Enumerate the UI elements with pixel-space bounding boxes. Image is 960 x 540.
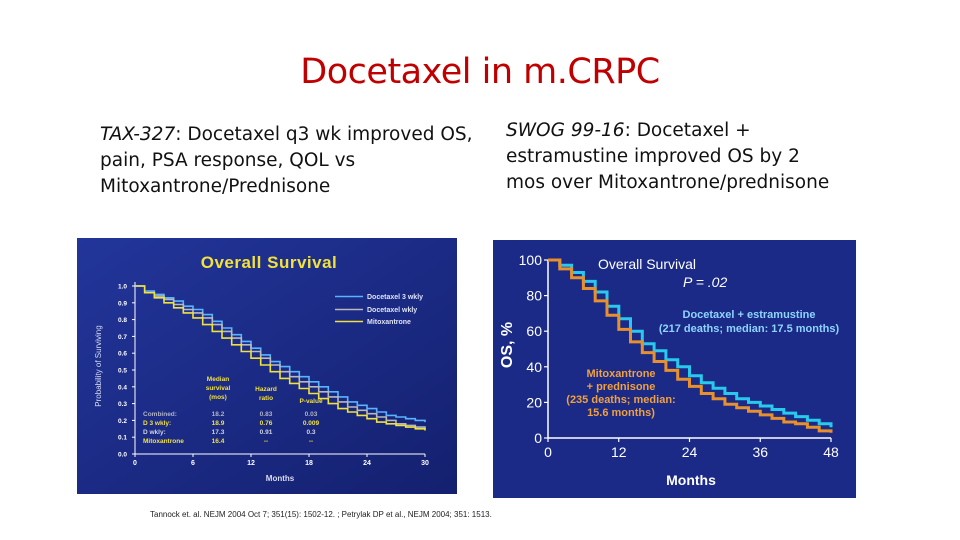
swog-p-value: P = .02 <box>683 274 727 290</box>
swog-y-tick-label: 0 <box>534 430 542 446</box>
tax327-table-cell: 0.83 <box>260 411 273 418</box>
tax327-y-tick-label: 0.0 <box>118 452 127 459</box>
tax327-trial-name: TAX-327 <box>100 124 176 145</box>
tax327-x-tick-label: 30 <box>421 460 429 467</box>
tax327-caption: TAX-327: Docetaxel q3 wk improved OS, pa… <box>100 122 480 200</box>
tax327-table-header: Median survival (mos) <box>206 376 231 401</box>
tax327-table-header: P-value <box>299 398 323 405</box>
swog-x-tick-label: 0 <box>544 444 552 460</box>
swog-x-tick-label: 36 <box>752 444 768 460</box>
tax327-table-cell: 16.4 <box>212 438 225 445</box>
swog-x-tick-label: 12 <box>611 444 627 460</box>
tax327-table-cell: 17.3 <box>212 429 225 436</box>
tax327-legend-label-mitoxantrone: Mitoxantrone <box>367 319 411 326</box>
tax327-y-tick-label: 0.1 <box>118 435 127 442</box>
tax327-survival-chart: Overall Survival Probability of Survivin… <box>77 238 457 494</box>
swog-caption: SWOG 99-16: Docetaxel + estramustine imp… <box>506 118 836 196</box>
tax327-table-row-label: D wkly: <box>143 429 166 436</box>
swog-annotation-docetaxel-estramustine: Docetaxel + estramustine (217 deaths; med… <box>659 309 840 335</box>
tax327-x-axis-label: Months <box>266 474 295 483</box>
tax327-x-tick-label: 6 <box>191 460 195 467</box>
tax327-x-tick-label: 18 <box>305 460 313 467</box>
tax327-y-tick-label: 0.8 <box>118 317 127 324</box>
swog-trial-name: SWOG 99-16 <box>506 120 625 141</box>
tax327-table-row-label: Combined: <box>143 411 177 418</box>
tax327-x-tick-label: 24 <box>363 460 371 467</box>
swog-y-tick-label: 100 <box>519 252 543 268</box>
tax327-y-tick-label: 0.3 <box>118 401 127 408</box>
tax327-y-tick-label: 0.7 <box>118 334 127 341</box>
tax327-survival-curves <box>135 285 426 431</box>
swog-axes: 0 20 40 60 80 100 0 12 24 36 48 <box>519 252 839 460</box>
tax327-table-cell: 18.9 <box>212 420 225 427</box>
swog-annotation-mitoxantrone-prednisone: Mitoxantrone + prednisone (235 deaths; med… <box>566 368 675 419</box>
tax327-axes: 0.0 0.1 0.2 0.3 0.4 0.5 0.6 0.7 0.8 0.9 1.0 0 6 12 18 2… <box>118 282 429 467</box>
slide-title: Docetaxel in m.CRPC <box>300 52 660 92</box>
swog-survival-chart: Overall Survival P = .02 OS, % Months 0 2… <box>493 240 856 498</box>
tax327-y-tick-label: 0.2 <box>118 418 127 425</box>
swog-y-tick-label: 80 <box>526 288 542 304</box>
swog-y-axis-label: OS, % <box>499 322 516 368</box>
swog-x-tick-label: 48 <box>823 444 839 460</box>
tax327-curve-mitoxantrone <box>135 285 426 431</box>
tax327-table-cell: 18.2 <box>212 411 225 418</box>
swog-chart-title: Overall Survival <box>598 256 696 272</box>
tax327-x-tick-label: 0 <box>133 460 137 467</box>
tax327-y-tick-label: 0.5 <box>118 368 127 375</box>
tax327-y-tick-label: 0.9 <box>118 300 127 307</box>
tax327-legend-label-docetaxel-wkly: Docetaxel wkly <box>367 307 417 314</box>
tax327-legend: Docetaxel 3 wkly Docetaxel wkly Mitoxantro… <box>335 294 423 326</box>
tax327-summary: : Docetaxel q3 wk improved OS, pain, PSA… <box>100 124 473 197</box>
swog-y-tick-label: 40 <box>526 359 542 375</box>
tax327-table-cell: 0.91 <box>260 429 273 436</box>
tax327-table-header: Hazard ratio <box>255 386 277 402</box>
swog-survival-curves <box>548 258 833 433</box>
swog-x-axis-label: Months <box>666 472 716 488</box>
tax327-table-cell: 0.76 <box>260 420 273 427</box>
tax327-table-cell: 0.009 <box>303 420 320 427</box>
tax327-y-axis-label: Probability of Surviving <box>94 325 103 406</box>
tax327-results-table: Median survival (mos) Hazard ratio P-value Com… <box>143 376 323 445</box>
swog-summary: : Docetaxel + estramustine improved OS b… <box>506 120 830 193</box>
tax327-table-cell: -- <box>309 438 313 445</box>
swog-curve-mitoxantrone-prednisone <box>548 258 833 433</box>
tax327-y-tick-label: 0.4 <box>118 384 127 391</box>
tax327-chart-background <box>77 238 457 494</box>
swog-y-tick-label: 60 <box>526 323 542 339</box>
tax327-chart-title: Overall Survival <box>201 253 338 272</box>
tax327-x-tick-label: 12 <box>247 460 255 467</box>
tax327-legend-label-docetaxel-3-wkly: Docetaxel 3 wkly <box>367 294 423 301</box>
tax327-table-cell: 0.03 <box>305 411 318 418</box>
tax327-y-tick-label: 1.0 <box>118 284 127 291</box>
tax327-y-tick-label: 0.6 <box>118 351 127 358</box>
swog-annotations: Docetaxel + estramustine (217 deaths; med… <box>566 309 839 419</box>
references: Tannock et. al. NEJM 2004 Oct 7; 351(15)… <box>150 510 492 519</box>
swog-x-tick-label: 24 <box>682 444 698 460</box>
tax327-table-row-label: D 3 wkly: <box>143 420 171 427</box>
tax327-table-row-label: Mitoxantrone <box>143 438 184 445</box>
swog-y-tick-label: 20 <box>526 394 542 410</box>
tax327-table-cell: 0.3 <box>306 429 315 436</box>
tax327-table-cell: -- <box>264 438 268 445</box>
